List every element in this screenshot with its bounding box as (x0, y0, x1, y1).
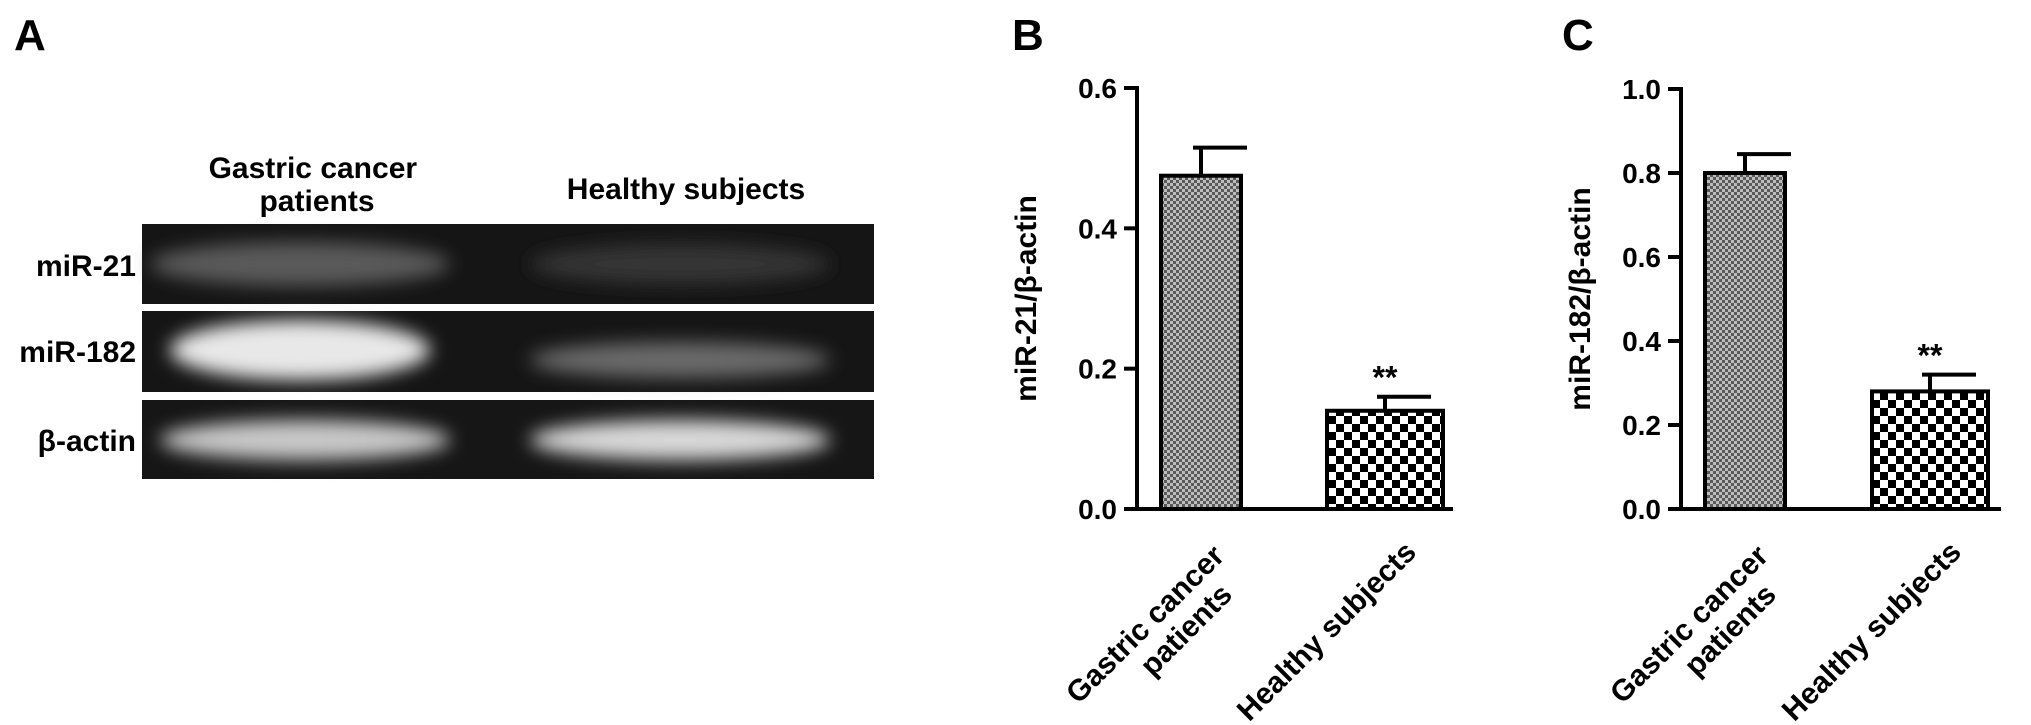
y-tick-label: 0.0 (1622, 494, 1661, 525)
row-label: miR-182 (19, 336, 136, 369)
y-tick-label: 0.4 (1078, 213, 1117, 244)
y-tick-label: 0.6 (1622, 242, 1661, 273)
x-tick-label: Healthy subjects (1776, 535, 1968, 725)
bar (1870, 389, 1990, 511)
x-tick-label: Gastric cancer patients (1060, 533, 1260, 725)
y-axis-title: miR-182/β-actin (1564, 187, 1597, 410)
significance-label: ** (1918, 338, 1943, 374)
x-tick-label: Healthy subjects (1231, 535, 1423, 725)
y-tick-label: 0.8 (1622, 158, 1661, 189)
y-axis-title: miR-21/β-actin (1010, 195, 1043, 402)
gel-image (142, 224, 874, 479)
y-tick-label: 0.2 (1622, 410, 1661, 441)
y-tick-label: 1.0 (1622, 74, 1661, 105)
x-tick-label: Gastric cancer patients (1604, 533, 1804, 725)
bar (1325, 408, 1445, 511)
bar (1703, 171, 1787, 511)
significance-label: ** (1373, 360, 1398, 396)
panel-label: C (1562, 11, 1594, 60)
y-tick-label: 0.0 (1078, 494, 1117, 525)
lane-label: Healthy subjects (567, 173, 805, 206)
y-tick-label: 0.6 (1078, 73, 1117, 104)
row-label: β-actin (38, 425, 136, 458)
row-label: miR-21 (36, 250, 136, 283)
panel-label: A (14, 11, 46, 60)
lane-label: Gastric cancer patients (209, 152, 426, 218)
y-tick-label: 0.4 (1622, 326, 1661, 357)
panel-label: B (1012, 11, 1044, 60)
bar (1159, 173, 1243, 511)
y-tick-label: 0.2 (1078, 354, 1117, 385)
